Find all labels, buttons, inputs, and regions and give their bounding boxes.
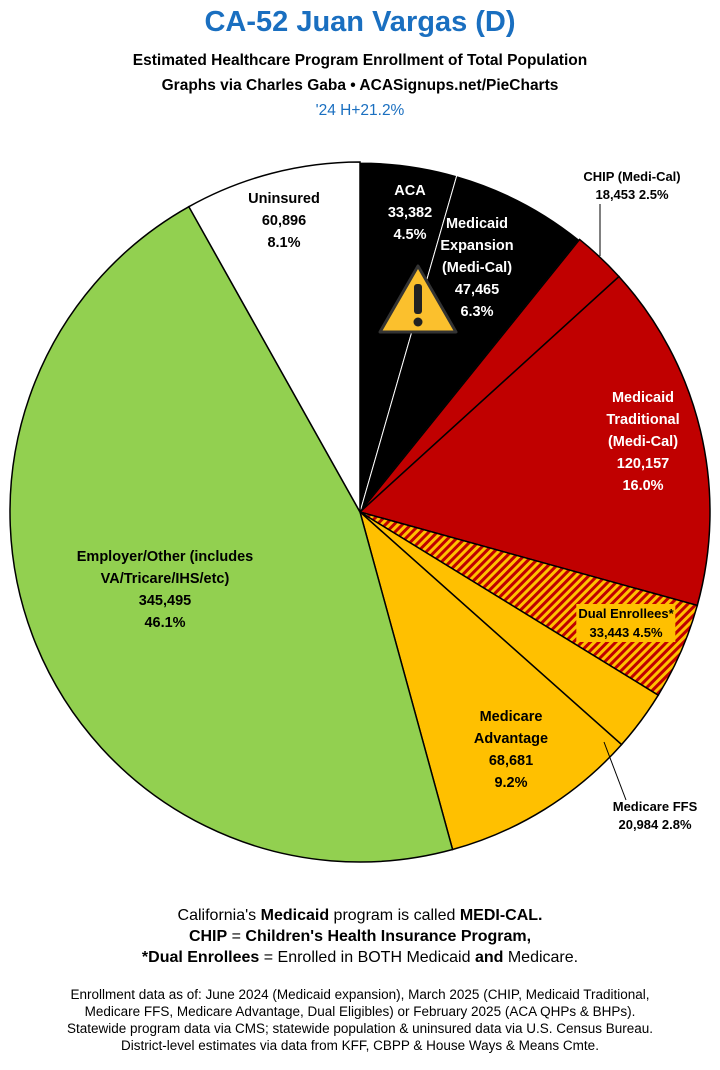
percent-label: 16.0% <box>622 478 664 494</box>
percent-label: 4.5% <box>393 227 427 243</box>
percent-label: 8.1% <box>267 235 301 251</box>
slice-name: Dual Enrollees* <box>578 606 674 621</box>
slice-name: Medicaid Traditional (Medi-Cal) <box>606 390 680 450</box>
slice-label: Employer/Other (includes VA/Tricare/IHS/… <box>35 546 295 634</box>
note-text: Medicaid <box>260 907 330 924</box>
value-label: 18,453 <box>595 187 636 202</box>
slice-values: 20,984 2.8% <box>595 816 715 834</box>
note-text: Children's Health Insurance Program, <box>245 928 532 945</box>
note-text: California's <box>177 907 261 924</box>
value-label: 120,157 <box>616 456 670 472</box>
note-line: California's Medicaid program is called … <box>0 905 720 926</box>
pie-slice <box>359 175 581 513</box>
slice-name: CHIP (Medi-Cal) <box>583 169 681 184</box>
note-text: MEDI-CAL. <box>459 907 543 924</box>
note-text: CHIP <box>188 928 228 945</box>
note-line: *Dual Enrollees = Enrolled in BOTH Medic… <box>0 947 720 968</box>
footer-line: Enrollment data as of: June 2024 (Medica… <box>70 987 650 1002</box>
value-label: 33,382 <box>387 205 433 221</box>
slice-values: 60,896 8.1% <box>234 210 334 254</box>
footer: Enrollment data as of: June 2024 (Medica… <box>0 986 720 1054</box>
slice-label: Medicaid Traditional (Medi-Cal) 120,157 16… <box>583 387 703 497</box>
subtitle: Estimated Healthcare Program Enrollment … <box>132 52 588 69</box>
value-label: 33,443 <box>589 625 630 640</box>
value-label: 60,896 <box>261 213 307 229</box>
note-text: = <box>227 928 246 945</box>
percent-label: 46.1% <box>144 615 186 631</box>
slice-label: Uninsured 60,896 8.1% <box>234 188 334 254</box>
slice-name: Employer/Other (includes VA/Tricare/IHS/… <box>76 549 254 587</box>
note-line: CHIP = Children's Health Insurance Progr… <box>0 926 720 947</box>
slice-label: CHIP (Medi-Cal) 18,453 2.5% <box>562 168 702 204</box>
percent-label: 2.8% <box>661 817 692 832</box>
pie-slice <box>187 161 361 515</box>
chart-title: CA-52 Juan Vargas (D) <box>204 6 516 38</box>
notes: California's Medicaid program is called … <box>0 905 720 968</box>
percent-label: 4.5% <box>632 625 663 640</box>
annotation: '24 H+21.2% <box>315 102 405 119</box>
slice-name: Medicare FFS <box>612 799 698 814</box>
slice-label: Medicare FFS 20,984 2.8% <box>595 798 715 834</box>
slice-label: ACA 33,382 4.5% <box>375 180 445 246</box>
pie-slice <box>358 275 711 607</box>
value-label: 345,495 <box>138 593 192 609</box>
slice-values: 68,681 9.2% <box>451 750 571 794</box>
footer-line: District-level estimates via data from K… <box>121 1038 599 1053</box>
percent-label: 9.2% <box>494 775 528 791</box>
slice-name: Uninsured <box>248 191 320 207</box>
warning-icon <box>378 264 458 334</box>
pie-slice <box>9 205 454 863</box>
footer-line: Medicare FFS, Medicare Advantage, Dual E… <box>84 1004 636 1019</box>
slice-values: 33,443 4.5% <box>578 623 673 642</box>
leader-line <box>603 741 627 801</box>
slice-label: Dual Enrollees* 33,443 4.5% <box>576 604 676 642</box>
value-label: 68,681 <box>488 753 534 769</box>
slice-values: 120,157 16.0% <box>583 453 703 497</box>
note-text: = Enrolled in BOTH Medicaid <box>259 949 475 966</box>
percent-label: 6.3% <box>460 304 494 320</box>
slice-label: Medicare Advantage 68,681 9.2% <box>451 706 571 794</box>
slice-values: 47,465 6.3% <box>432 279 522 323</box>
subtitle: Graphs via Charles Gaba • ACASignups.net… <box>161 77 559 94</box>
slice-values: 33,382 4.5% <box>375 202 445 246</box>
slice-values: 18,453 2.5% <box>562 186 702 204</box>
percent-label: 2.5% <box>638 187 669 202</box>
slice-values: 345,495 46.1% <box>35 590 295 634</box>
footer-line: Statewide program data via CMS; statewid… <box>66 1021 654 1036</box>
pie-slice <box>358 509 623 851</box>
slice-label: Medicaid Expansion (Medi-Cal) 47,465 6.3% <box>432 213 522 323</box>
slice-name: Medicaid Expansion (Medi-Cal) <box>440 216 514 276</box>
note-text: *Dual Enrollees <box>141 949 260 966</box>
slice-name: Medicare Advantage <box>473 709 549 747</box>
note-text: and <box>474 949 504 966</box>
value-label: 20,984 <box>618 817 659 832</box>
note-text: Medicare. <box>503 949 579 966</box>
value-label: 47,465 <box>454 282 500 298</box>
slice-name: ACA <box>394 183 426 199</box>
note-text: program is called <box>329 907 460 924</box>
